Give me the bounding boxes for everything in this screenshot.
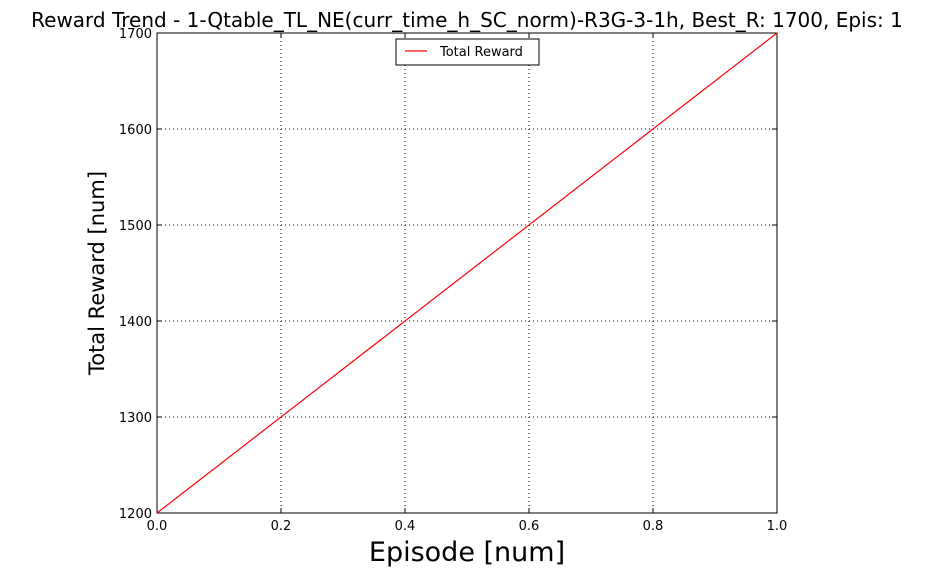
y-tick-label: 1500 [119,219,152,234]
legend-label-total-reward: Total Reward [439,45,523,60]
ticks [156,32,778,514]
series-line-total-reward [156,32,778,514]
chart-title: Reward Trend - 1-Qtable_TL_NE(curr_time_… [31,8,903,32]
grid [157,33,777,513]
y-tick-label: 1400 [119,315,152,330]
x-tick-label: 0.8 [643,519,664,534]
x-tick-label: 0.0 [147,519,168,534]
y-tick-label: 1700 [119,27,152,42]
x-tick-label: 0.6 [519,519,540,534]
y-tick-label: 1300 [119,411,152,426]
legend-box [395,38,540,66]
series-group [156,32,778,514]
legend: Total Reward [395,38,540,66]
y-tick-label: 1200 [119,507,152,522]
x-tick-labels: 0.0 0.2 0.4 0.6 0.8 1.0 [147,519,788,534]
x-tick-label: 0.2 [271,519,292,534]
plot-frame [156,32,778,514]
x-tick-label: 0.4 [395,519,416,534]
x-tick-label: 1.0 [767,519,788,534]
y-tick-label: 1600 [119,123,152,138]
y-axis-label: Total Reward [num] [85,171,109,376]
y-tick-labels: 1200 1300 1400 1500 1600 1700 [119,27,152,522]
x-axis-label: Episode [num] [369,537,565,568]
